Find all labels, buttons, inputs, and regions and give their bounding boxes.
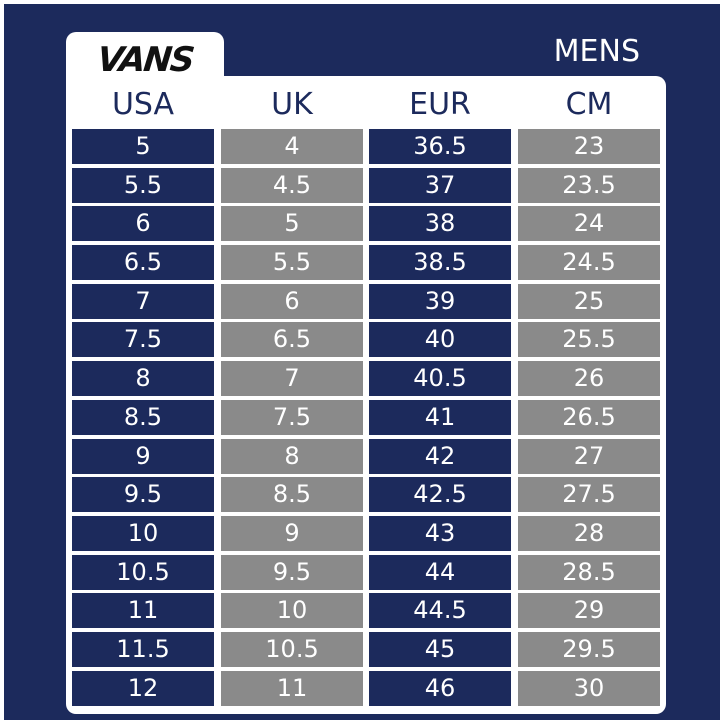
cell-cm: 29.5 (518, 631, 660, 667)
cell-uk: 5.5 (221, 245, 363, 281)
cell-usa: 7 (72, 283, 214, 319)
table-header: USA UK EUR CM (66, 86, 666, 128)
table-row: 11 10 44.5 29 (72, 593, 662, 632)
cell-eur: 43 (369, 515, 511, 551)
cell-cm: 28.5 (518, 554, 660, 590)
cell-usa: 8 (72, 361, 214, 397)
cell-cm: 27.5 (518, 477, 660, 513)
header-eur: EUR (409, 87, 471, 122)
cell-uk: 7.5 (221, 399, 363, 435)
cell-uk: 10.5 (221, 631, 363, 667)
cell-eur: 44.5 (369, 593, 511, 629)
cell-uk: 8.5 (221, 477, 363, 513)
table-row: 11.5 10.5 45 29.5 (72, 631, 662, 671)
cell-usa: 6 (72, 206, 214, 242)
cell-uk: 6.5 (221, 322, 363, 358)
cell-eur: 40.5 (369, 361, 511, 397)
cell-eur: 40 (369, 322, 511, 358)
cell-uk: 6 (221, 283, 363, 319)
table-row: 9 8 42 27 (72, 438, 662, 478)
cell-uk: 7 (221, 361, 363, 397)
cell-cm: 24.5 (518, 245, 660, 281)
cell-eur: 38 (369, 206, 511, 242)
cell-cm: 27 (518, 438, 660, 474)
cell-eur: 42 (369, 438, 511, 474)
table-row: 6 5 38 24 (72, 206, 662, 245)
table-row: 5 4 36.5 23 (72, 129, 662, 168)
cell-uk: 10 (221, 593, 363, 629)
vans-logo: VANS (95, 40, 195, 80)
cell-cm: 30 (518, 670, 660, 706)
size-table-panel: USA UK EUR CM 5 4 36.5 23 5.5 4.5 37 23.5 6 5 38 24… (66, 76, 666, 714)
header-uk: UK (271, 87, 313, 122)
table-row: 7 6 39 25 (72, 283, 662, 323)
cell-usa: 11.5 (72, 631, 214, 667)
cell-usa: 12 (72, 670, 214, 706)
cell-uk: 9.5 (221, 554, 363, 590)
cell-usa: 6.5 (72, 245, 214, 281)
cell-eur: 45 (369, 631, 511, 667)
cell-cm: 26 (518, 361, 660, 397)
table-row: 10.5 9.5 44 28.5 (72, 554, 662, 594)
cell-cm: 23.5 (518, 167, 660, 203)
cell-cm: 26.5 (518, 399, 660, 435)
logo-tab: VANS (66, 32, 224, 82)
cell-cm: 24 (518, 206, 660, 242)
cell-usa: 11 (72, 593, 214, 629)
cell-cm: 29 (518, 593, 660, 629)
cell-eur: 44 (369, 554, 511, 590)
cell-usa: 8.5 (72, 399, 214, 435)
cell-usa: 9 (72, 438, 214, 474)
cell-uk: 9 (221, 515, 363, 551)
table-body: 5 4 36.5 23 5.5 4.5 37 23.5 6 5 38 24 6.5 5.5 38.5 24.5… (72, 129, 662, 709)
cell-eur: 36.5 (369, 129, 511, 164)
cell-uk: 8 (221, 438, 363, 474)
size-chart-frame: VANS MENS USA UK EUR CM 5 4 36.5 23 5.5 4.5 37… (4, 4, 720, 720)
cell-usa: 10.5 (72, 554, 214, 590)
table-row: 9.5 8.5 42.5 27.5 (72, 477, 662, 516)
cell-uk: 11 (221, 670, 363, 706)
table-row: 8 7 40.5 26 (72, 361, 662, 400)
cell-cm: 28 (518, 515, 660, 551)
cell-eur: 38.5 (369, 245, 511, 281)
cell-eur: 46 (369, 670, 511, 706)
page-title: MENS (553, 34, 640, 69)
cell-eur: 39 (369, 283, 511, 319)
cell-cm: 23 (518, 129, 660, 164)
table-row: 8.5 7.5 41 26.5 (72, 399, 662, 439)
table-row: 10 9 43 28 (72, 515, 662, 555)
cell-usa: 5.5 (72, 167, 214, 203)
cell-cm: 25.5 (518, 322, 660, 358)
cell-cm: 25 (518, 283, 660, 319)
cell-uk: 4.5 (221, 167, 363, 203)
table-row: 6.5 5.5 38.5 24.5 (72, 245, 662, 284)
cell-eur: 42.5 (369, 477, 511, 513)
header-usa: USA (111, 87, 175, 122)
table-row: 7.5 6.5 40 25.5 (72, 322, 662, 361)
cell-usa: 7.5 (72, 322, 214, 358)
header-cm: CM (565, 87, 613, 122)
cell-eur: 37 (369, 167, 511, 203)
cell-uk: 5 (221, 206, 363, 242)
cell-usa: 9.5 (72, 477, 214, 513)
cell-uk: 4 (221, 129, 363, 164)
table-row: 12 11 46 30 (72, 670, 662, 710)
cell-eur: 41 (369, 399, 511, 435)
table-row: 5.5 4.5 37 23.5 (72, 167, 662, 207)
cell-usa: 10 (72, 515, 214, 551)
cell-usa: 5 (72, 129, 214, 164)
